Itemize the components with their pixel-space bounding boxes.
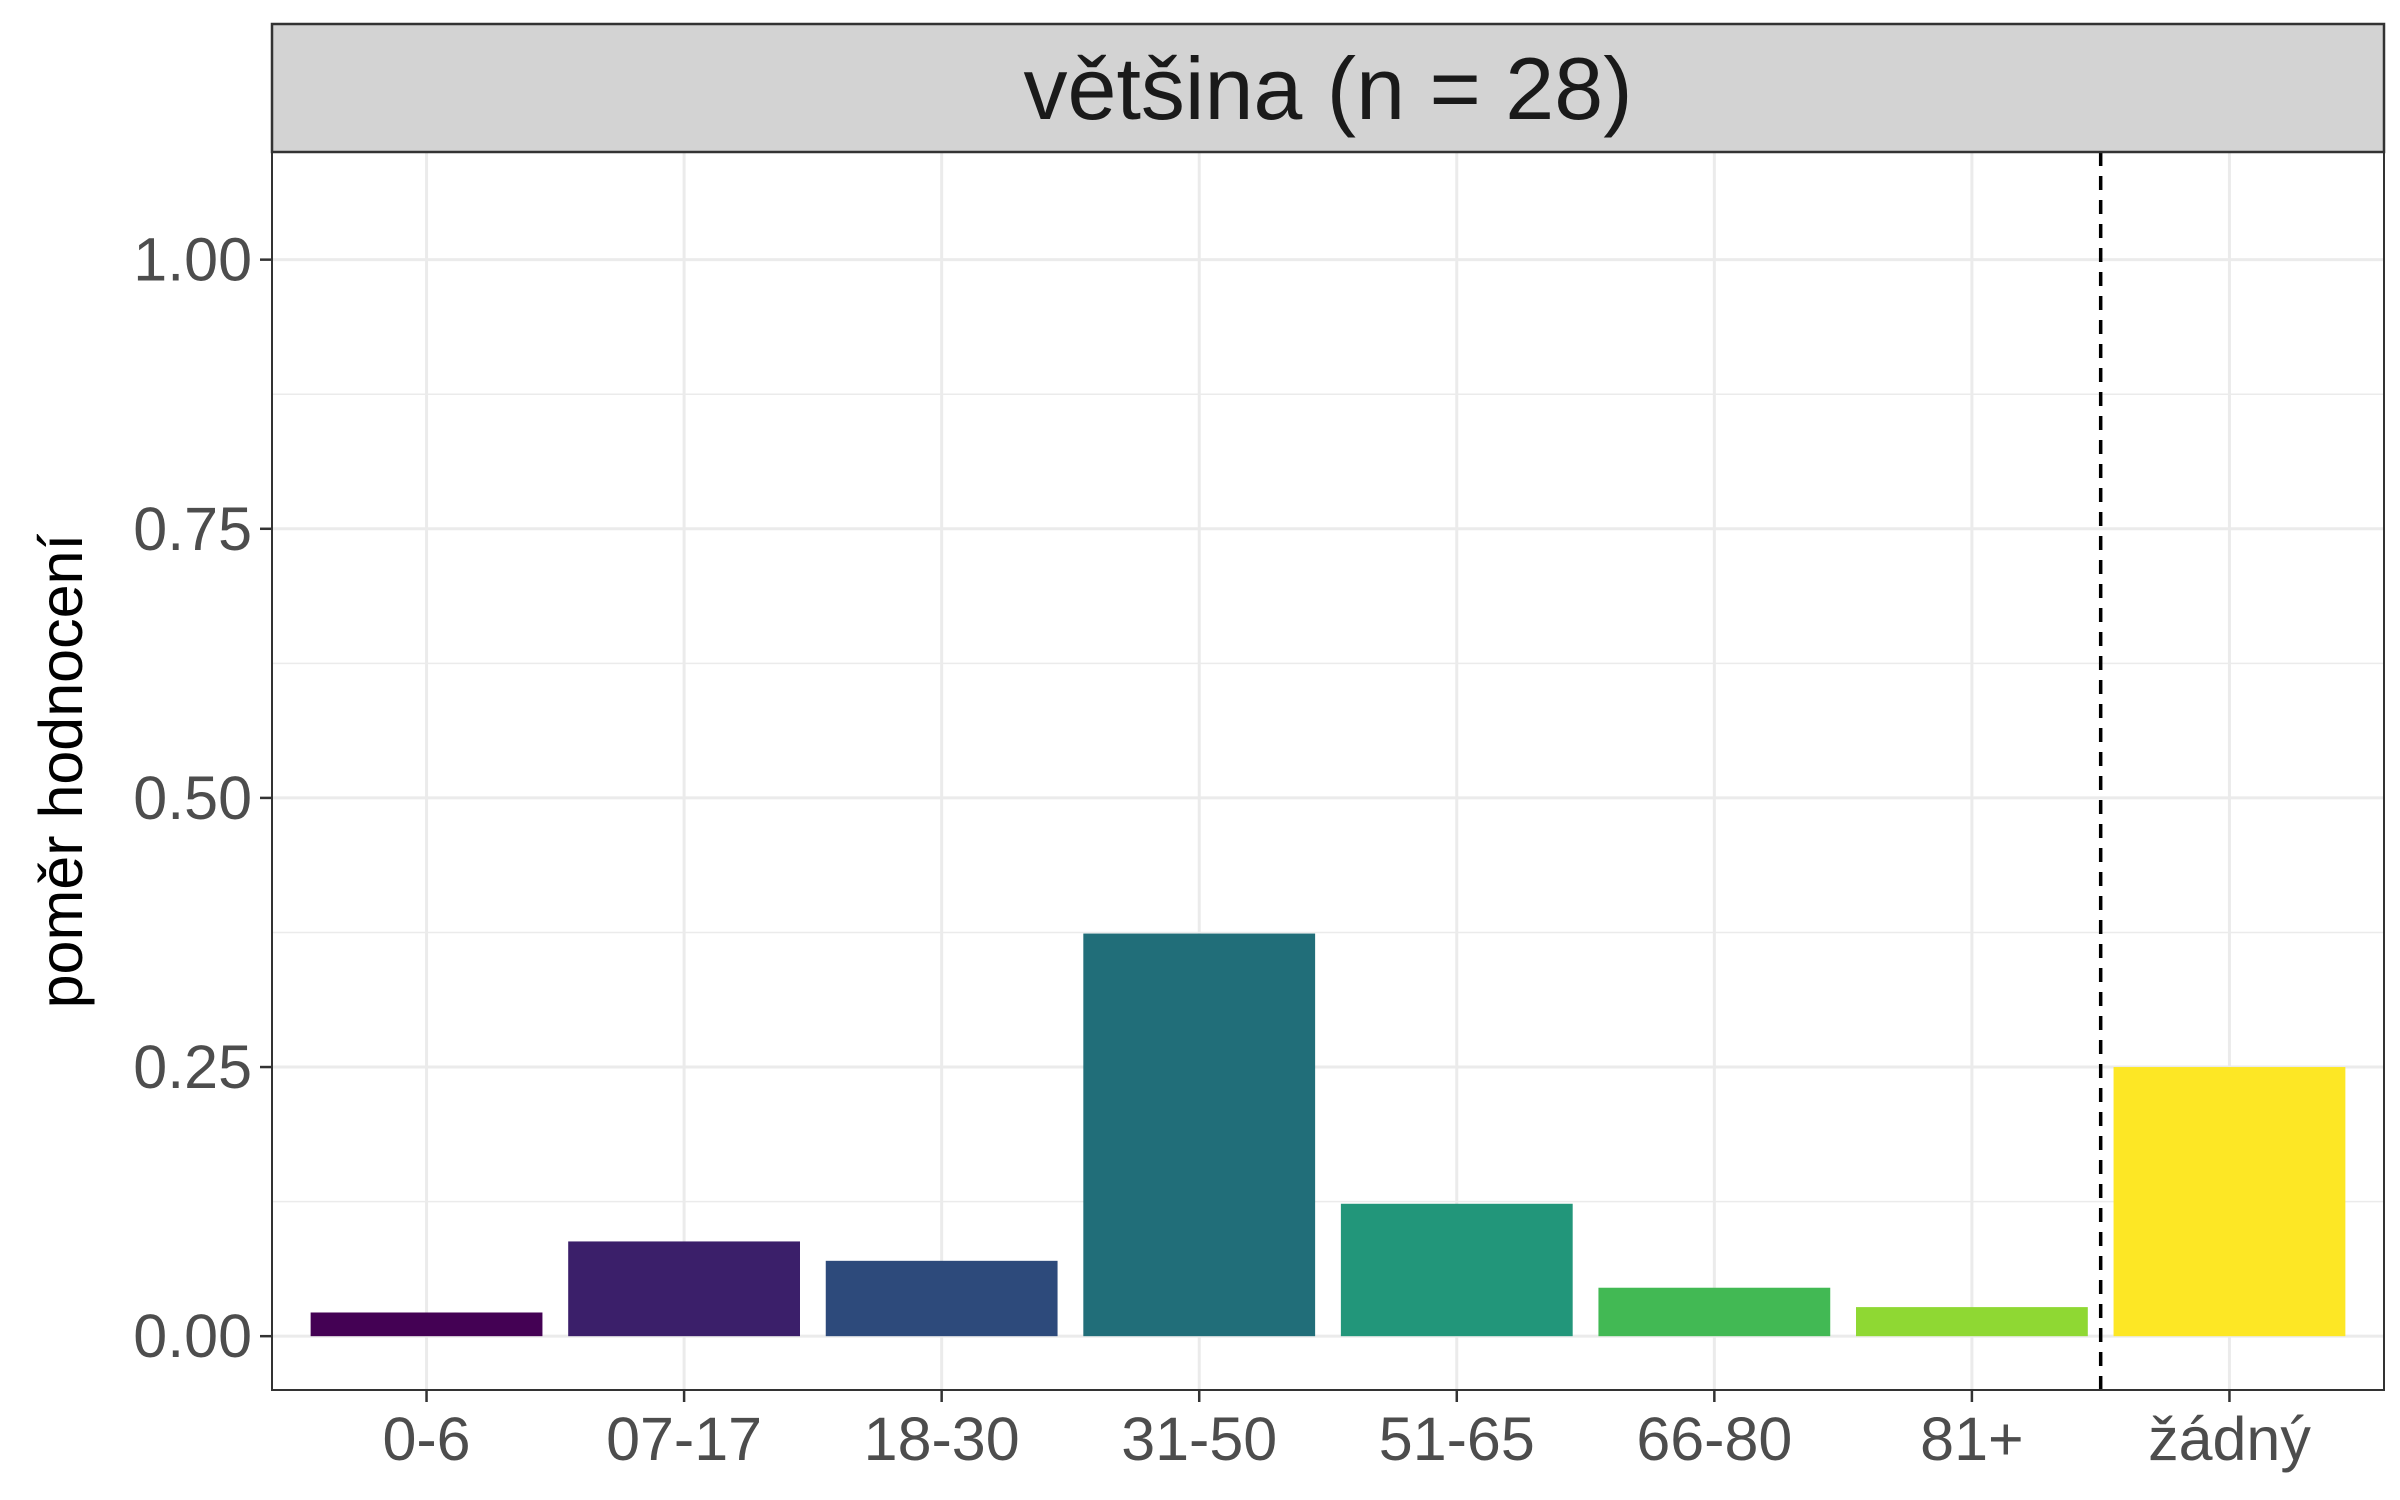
x-tick-label: 66-80 (1636, 1405, 1792, 1473)
facet-title: většina (n = 28) (1024, 39, 1633, 138)
y-tick-label: 1.00 (133, 226, 252, 294)
x-tick-label: 81+ (1920, 1405, 2023, 1473)
x-tick-label: 18-30 (864, 1405, 1020, 1473)
x-axis-ticks: 0-6 07-17 18-30 31-50 51-65 66-80 81+ žádný (382, 1390, 2311, 1473)
bar-žádný (2113, 1067, 2346, 1337)
y-tick-label: 0.50 (133, 764, 252, 832)
y-axis-title: poměr hodnocení (27, 534, 95, 1009)
bar-66-80 (1598, 1287, 1831, 1337)
y-tick-label: 0.00 (133, 1302, 252, 1370)
bars (310, 933, 2346, 1337)
bar-81+ (1856, 1307, 2088, 1337)
y-tick-label: 0.75 (133, 495, 252, 563)
x-tick-label: 31-50 (1121, 1405, 1277, 1473)
x-tick-label: 07-17 (606, 1405, 762, 1473)
bar-07-17 (568, 1241, 800, 1337)
grid-lines (272, 152, 2384, 1390)
x-tick-label: 0-6 (382, 1405, 470, 1473)
bar-51-65 (1340, 1203, 1573, 1337)
bar-0-6 (310, 1312, 543, 1337)
bar-31-50 (1083, 933, 1316, 1337)
y-tick-label: 0.25 (133, 1033, 252, 1101)
y-axis-ticks: 0.00 0.25 0.50 0.75 1.00 (133, 226, 272, 1370)
x-tick-label: 51-65 (1379, 1405, 1535, 1473)
facet-strip (270, 22, 2386, 154)
x-tick-label: žádný (2148, 1405, 2311, 1473)
bar-18-30 (825, 1260, 1058, 1337)
